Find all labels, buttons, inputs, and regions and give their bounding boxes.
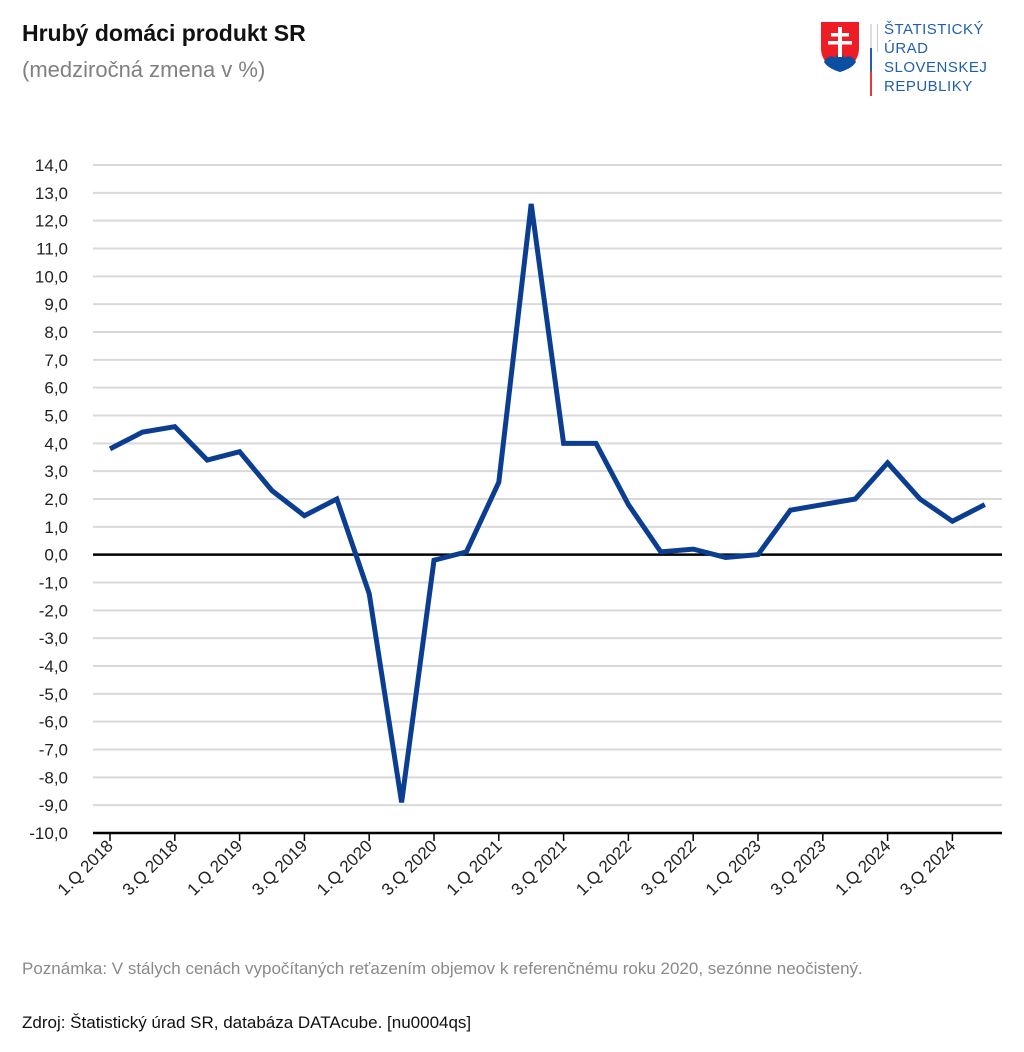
y-tick-label: 8,0 bbox=[44, 323, 68, 342]
gdp-series-line bbox=[108, 203, 986, 803]
y-tick-label: 13,0 bbox=[35, 184, 68, 203]
x-tick-label: 1.Q 2020 bbox=[313, 836, 376, 899]
x-tick-label: 1.Q 2021 bbox=[443, 836, 506, 899]
y-tick-label: 7,0 bbox=[44, 351, 68, 370]
x-tick-label: 3.Q 2023 bbox=[767, 836, 830, 899]
y-tick-label: 11,0 bbox=[36, 240, 68, 259]
x-tick-label: 3.Q 2024 bbox=[896, 836, 959, 899]
logo-line: ÚRAD bbox=[884, 40, 929, 57]
y-tick-label: 2,0 bbox=[44, 490, 68, 509]
y-tick-label: -3,0 bbox=[39, 629, 68, 648]
x-tick-label: 1.Q 2023 bbox=[702, 836, 765, 899]
x-tick-label: 1.Q 2022 bbox=[572, 836, 635, 899]
logo-line: ŠTATISTICKÝ bbox=[884, 21, 984, 38]
y-tick-label: -7,0 bbox=[39, 741, 68, 760]
logo-line: SLOVENSKEJ bbox=[884, 59, 988, 76]
line-chart: 14,0 13,0 12,0 11,0 10,0 9,0 8,0 7,0 6,0 5,0 4,0 3,… bbox=[29, 156, 1002, 899]
footnote: Poznámka: V stálych cenách vypočítaných … bbox=[22, 959, 863, 978]
x-tick-label: 1.Q 2019 bbox=[184, 836, 247, 899]
y-tick-label: 3,0 bbox=[44, 462, 68, 481]
x-tick-label: 1.Q 2018 bbox=[54, 836, 117, 899]
y-tick-label: -1,0 bbox=[39, 574, 68, 593]
slovak-coat-of-arms-logo bbox=[821, 22, 878, 72]
chart-title: Hrubý domáci produkt SR bbox=[22, 20, 306, 46]
y-tick-label: 4,0 bbox=[44, 434, 68, 453]
source-note: Zdroj: Štatistický úrad SR, databáza DAT… bbox=[22, 1013, 472, 1032]
logo-line: REPUBLIKY bbox=[884, 78, 973, 95]
x-tick-label: 1.Q 2024 bbox=[832, 836, 895, 899]
y-tick-label: 9,0 bbox=[44, 295, 68, 314]
y-tick-label: -10,0 bbox=[29, 824, 68, 843]
y-tick-label: -6,0 bbox=[39, 713, 68, 732]
y-tick-label: 0,0 bbox=[44, 546, 68, 565]
logo-text: ŠTATISTICKÝ ÚRAD SLOVENSKEJ REPUBLIKY bbox=[884, 20, 987, 96]
y-tick-label: -2,0 bbox=[39, 601, 68, 620]
x-tick-label: 3.Q 2018 bbox=[119, 836, 182, 899]
chart-subtitle: (medziročná zmena v %) bbox=[22, 57, 266, 82]
y-tick-label: 1,0 bbox=[44, 518, 68, 537]
y-tick-label: 10,0 bbox=[35, 267, 68, 286]
y-tick-label: -4,0 bbox=[39, 657, 68, 676]
y-tick-label: 12,0 bbox=[35, 212, 68, 231]
x-tick-label: 3.Q 2019 bbox=[248, 836, 311, 899]
logo-divider bbox=[870, 24, 872, 96]
y-tick-label: 14,0 bbox=[35, 156, 68, 175]
y-tick-label: -5,0 bbox=[39, 685, 68, 704]
x-tick-label: 3.Q 2022 bbox=[637, 836, 700, 899]
y-tick-label: 5,0 bbox=[44, 407, 68, 426]
x-tick-label: 3.Q 2021 bbox=[508, 836, 571, 899]
y-tick-label: -9,0 bbox=[39, 796, 68, 815]
y-tick-label: -8,0 bbox=[39, 768, 68, 787]
x-tick-label: 3.Q 2020 bbox=[378, 836, 441, 899]
y-tick-label: 6,0 bbox=[44, 379, 68, 398]
